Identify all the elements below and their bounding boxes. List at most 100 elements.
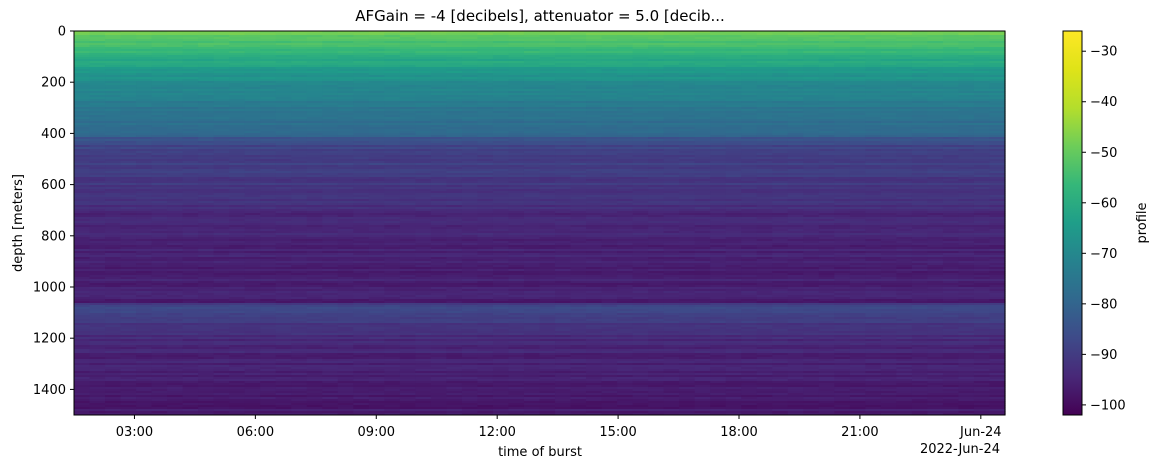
heatmap-cell bbox=[927, 45, 944, 48]
heatmap-cell bbox=[229, 163, 246, 166]
heatmap-cell bbox=[244, 119, 261, 122]
heatmap-cell bbox=[322, 145, 339, 148]
heatmap-cell bbox=[942, 87, 960, 90]
heatmap-cell bbox=[834, 75, 851, 78]
heatmap-cell bbox=[803, 43, 820, 46]
heatmap-cell bbox=[244, 113, 261, 116]
heatmap-cell bbox=[911, 153, 929, 156]
heatmap-cell bbox=[182, 151, 199, 154]
heatmap-cell bbox=[679, 159, 696, 162]
heatmap-cell bbox=[989, 167, 1006, 170]
heatmap-cell bbox=[275, 115, 292, 118]
heatmap-cell bbox=[694, 101, 711, 104]
heatmap-cell bbox=[694, 47, 711, 50]
heatmap-cell bbox=[834, 173, 851, 176]
heatmap-cell bbox=[989, 171, 1006, 174]
heatmap-cell bbox=[803, 169, 820, 172]
heatmap-cell bbox=[756, 37, 773, 40]
heatmap-cell bbox=[989, 145, 1006, 148]
heatmap-cell bbox=[849, 85, 866, 88]
heatmap-cell bbox=[989, 143, 1006, 146]
heatmap-cell bbox=[446, 149, 463, 152]
heatmap-cell bbox=[353, 93, 370, 96]
heatmap-cell bbox=[275, 49, 292, 52]
heatmap-cell bbox=[632, 83, 649, 86]
heatmap-cell bbox=[601, 151, 618, 154]
heatmap-cell bbox=[818, 121, 835, 124]
heatmap-cell bbox=[927, 55, 944, 58]
heatmap-cell bbox=[477, 33, 494, 36]
heatmap-cell bbox=[384, 125, 401, 128]
heatmap-cell bbox=[275, 149, 292, 152]
heatmap-cell bbox=[477, 39, 494, 42]
heatmap-cell bbox=[120, 115, 137, 118]
heatmap-cell bbox=[353, 123, 370, 126]
heatmap-cell bbox=[244, 45, 261, 48]
heatmap-cell bbox=[182, 83, 199, 86]
heatmap-cell bbox=[275, 91, 292, 94]
heatmap-cell bbox=[725, 157, 742, 160]
heatmap-cell bbox=[306, 161, 323, 164]
heatmap-cell bbox=[89, 97, 106, 100]
heatmap-cell bbox=[229, 157, 246, 160]
heatmap-cell bbox=[942, 155, 960, 158]
heatmap-cell bbox=[368, 159, 385, 162]
heatmap-cell bbox=[973, 115, 991, 118]
heatmap-cell bbox=[167, 97, 184, 100]
heatmap-cell bbox=[337, 59, 354, 62]
heatmap-cell bbox=[167, 61, 184, 64]
heatmap-cell bbox=[167, 135, 184, 138]
heatmap-cell bbox=[353, 115, 370, 118]
heatmap-cell bbox=[306, 55, 323, 58]
heatmap-cell bbox=[136, 155, 153, 158]
heatmap-cell bbox=[430, 79, 447, 82]
heatmap-cell bbox=[586, 165, 603, 168]
heatmap-cell bbox=[275, 45, 292, 48]
heatmap-cell bbox=[818, 67, 835, 70]
heatmap-cell bbox=[399, 155, 416, 158]
heatmap-cell bbox=[461, 163, 479, 166]
heatmap-cell bbox=[989, 175, 1006, 178]
heatmap-cell bbox=[927, 105, 944, 108]
heatmap-cell bbox=[679, 161, 696, 164]
heatmap-cell bbox=[353, 139, 370, 142]
heatmap-cell bbox=[741, 67, 758, 70]
heatmap-cell bbox=[756, 139, 773, 142]
heatmap-cell bbox=[803, 101, 820, 104]
heatmap-cell bbox=[772, 77, 789, 80]
heatmap-cell bbox=[151, 73, 168, 76]
heatmap-cell bbox=[322, 175, 339, 178]
heatmap-cell bbox=[198, 111, 215, 114]
heatmap-cell bbox=[260, 113, 277, 116]
heatmap-cell bbox=[648, 33, 665, 36]
heatmap-cell bbox=[849, 171, 866, 174]
heatmap-cell bbox=[648, 103, 665, 106]
heatmap-cell bbox=[958, 35, 975, 38]
heatmap-cell bbox=[415, 113, 432, 116]
heatmap-cell bbox=[74, 73, 91, 76]
heatmap-cell bbox=[492, 151, 510, 154]
heatmap-cell bbox=[865, 129, 882, 132]
heatmap-cell bbox=[694, 119, 711, 122]
heatmap-cell bbox=[461, 77, 479, 80]
heatmap-cell bbox=[213, 49, 230, 52]
heatmap-cell bbox=[105, 37, 122, 40]
heatmap-cell bbox=[105, 33, 122, 36]
heatmap-cell bbox=[368, 151, 385, 154]
heatmap-cell bbox=[508, 119, 525, 122]
heatmap-cell bbox=[322, 47, 339, 50]
heatmap-cell bbox=[523, 157, 541, 160]
heatmap-cell bbox=[306, 169, 323, 172]
heatmap-cell bbox=[275, 67, 292, 70]
heatmap-cell bbox=[570, 69, 587, 72]
heatmap-cell bbox=[756, 61, 773, 64]
heatmap-cell bbox=[523, 63, 541, 66]
heatmap-cell bbox=[679, 165, 696, 168]
heatmap-cell bbox=[384, 67, 401, 70]
heatmap-cell bbox=[136, 85, 153, 88]
heatmap-cell bbox=[958, 65, 975, 68]
heatmap-cell bbox=[136, 51, 153, 54]
heatmap-cell bbox=[523, 133, 541, 136]
heatmap-cell bbox=[229, 55, 246, 58]
heatmap-cell bbox=[492, 119, 510, 122]
